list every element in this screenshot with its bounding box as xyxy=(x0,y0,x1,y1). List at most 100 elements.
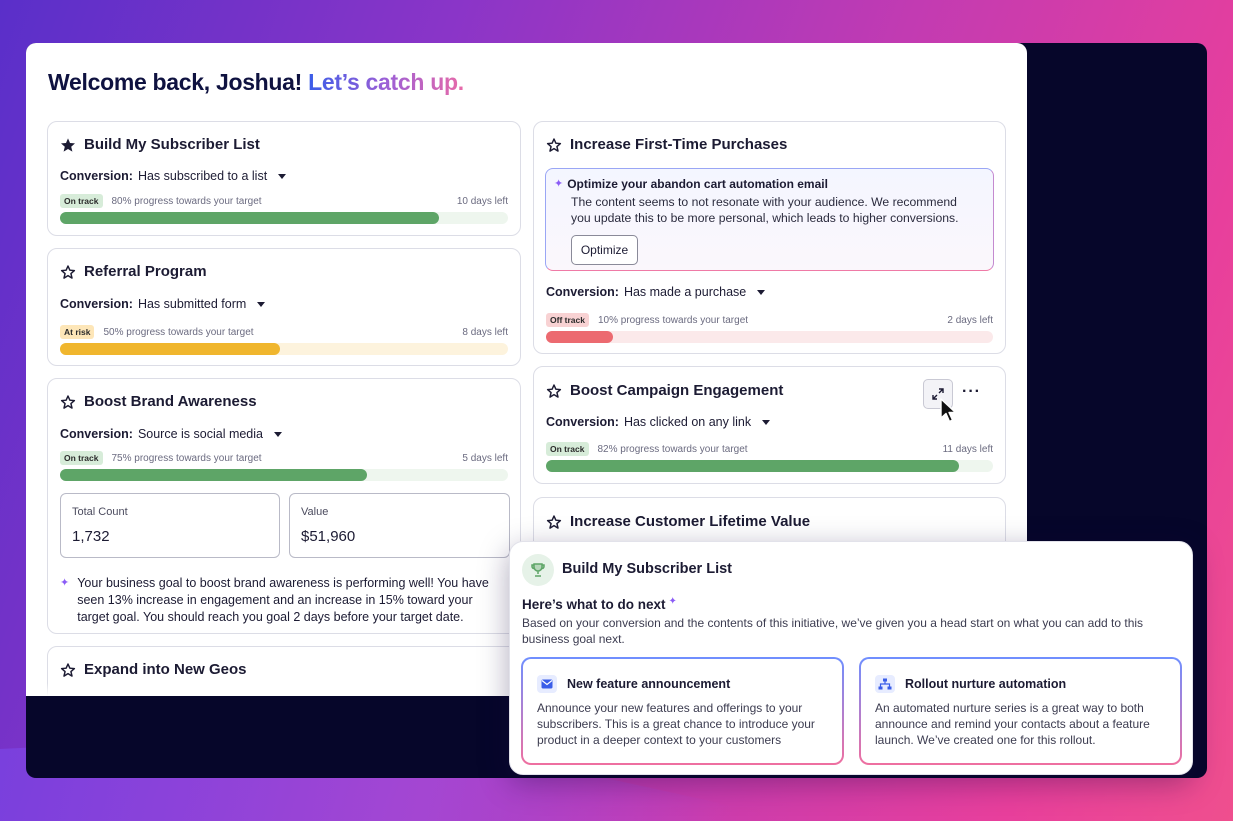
card-title-text: Expand into New Geos xyxy=(84,661,247,678)
suggestion-card-body: New feature announcement Announce your n… xyxy=(523,659,842,763)
star-outline-icon[interactable] xyxy=(60,394,76,410)
progress-info: On track 75% progress towards your targe… xyxy=(60,451,508,465)
card-title: Boost Brand Awareness xyxy=(60,393,257,410)
sparkle-icon: ✦ xyxy=(554,178,564,190)
status-badge: Off track xyxy=(546,313,589,327)
card-title-text: Boost Brand Awareness xyxy=(84,393,257,410)
goal-card-referral[interactable]: Referral Program Conversion: Has submitt… xyxy=(47,248,521,366)
star-outline-icon[interactable] xyxy=(546,514,562,530)
star-outline-icon[interactable] xyxy=(60,662,76,678)
chevron-down-icon xyxy=(762,419,771,425)
next-steps-heading: Here’s what to do next ✦ xyxy=(522,596,677,613)
progress-bar xyxy=(60,212,508,224)
card-title: Increase Customer Lifetime Value xyxy=(546,513,810,530)
goal-card-subscriber[interactable]: Build My Subscriber List Conversion: Has… xyxy=(47,121,521,236)
progress-info: Off track 10% progress towards your targ… xyxy=(546,313,993,327)
page-title: Welcome back, Joshua! Let’s catch up. xyxy=(48,69,464,96)
total-count-value: 1,732 xyxy=(72,528,110,545)
total-count-box: Total Count 1,732 xyxy=(60,493,280,558)
chevron-down-icon xyxy=(257,301,266,307)
more-options-button[interactable]: ··· xyxy=(962,383,981,400)
suggestion-header: Rollout nurture automation xyxy=(875,675,1066,693)
card-title-text: Increase First-Time Purchases xyxy=(570,136,788,153)
progress-bar xyxy=(60,343,508,355)
progress-bar xyxy=(60,469,508,481)
conversion-value: Has submitted form xyxy=(137,297,247,311)
progress-text: 75% progress towards your target xyxy=(111,452,262,464)
status-badge: On track xyxy=(60,194,103,208)
suggestion-card-body: Rollout nurture automation An automated … xyxy=(861,659,1180,763)
ai-insight: ✦ Your business goal to boost brand awar… xyxy=(60,575,504,626)
recommendation-title: ✦ Optimize your abandon cart automation … xyxy=(554,177,828,191)
status-badge: On track xyxy=(60,451,103,465)
total-count-label: Total Count xyxy=(72,506,128,518)
expand-icon xyxy=(932,388,944,400)
goal-card-campaign[interactable]: Boost Campaign Engagement ··· Conversion… xyxy=(533,366,1006,484)
chevron-down-icon xyxy=(274,431,282,437)
suggestion-card[interactable]: Rollout nurture automation An automated … xyxy=(859,657,1182,765)
card-title: Expand into New Geos xyxy=(60,661,247,678)
greeting-text: Welcome back, Joshua! xyxy=(48,69,303,95)
chevron-down-icon xyxy=(278,173,287,179)
conversion-value: Has subscribed to a list xyxy=(137,169,268,183)
ai-insight-text: Your business goal to boost brand awaren… xyxy=(77,576,489,624)
conversion-selector[interactable]: Conversion: Has subscribed to a list xyxy=(60,169,287,183)
popup-title: Build My Subscriber List xyxy=(562,561,732,577)
card-title: Referral Program xyxy=(60,263,207,280)
conversion-label: Conversion: xyxy=(60,427,133,441)
star-filled-icon[interactable] xyxy=(60,137,76,153)
expand-button[interactable] xyxy=(923,379,953,409)
recommendation-text: The content seems to not resonate with y… xyxy=(571,195,959,225)
progress-text: 50% progress towards your target xyxy=(103,326,254,338)
days-left: 10 days left xyxy=(456,195,508,207)
card-title-text: Build My Subscriber List xyxy=(84,136,260,153)
mouse-cursor-icon xyxy=(940,398,957,423)
conversion-label: Conversion: xyxy=(60,297,133,311)
days-left: 2 days left xyxy=(947,314,993,326)
chevron-down-icon xyxy=(757,289,766,295)
star-outline-icon[interactable] xyxy=(546,383,562,399)
progress-fill xyxy=(546,331,614,343)
suggestion-card[interactable]: New feature announcement Announce your n… xyxy=(521,657,844,765)
progress-text: 82% progress towards your target xyxy=(597,443,748,455)
goal-card-purchases[interactable]: Increase First-Time Purchases ✦ Optimize… xyxy=(533,121,1006,354)
next-steps-description: Based on your conversion and the content… xyxy=(522,616,1144,646)
tagline-text: Let’s catch up. xyxy=(308,69,464,95)
conversion-selector[interactable]: Conversion: Has submitted form xyxy=(60,297,266,311)
next-steps-popup: Build My Subscriber List Here’s what to … xyxy=(509,541,1193,775)
goal-card-brand-awareness[interactable]: Boost Brand Awareness Conversion: Source… xyxy=(47,378,521,634)
card-title: Boost Campaign Engagement xyxy=(546,382,783,399)
sparkle-icon: ✦ xyxy=(668,596,677,607)
star-outline-icon[interactable] xyxy=(546,137,562,153)
days-left: 8 days left xyxy=(462,326,508,338)
status-badge: At risk xyxy=(60,325,95,339)
progress-fill xyxy=(546,460,960,472)
progress-info: At risk 50% progress towards your target… xyxy=(60,325,508,339)
progress-text: 80% progress towards your target xyxy=(111,195,262,207)
progress-info: On track 80% progress towards your targe… xyxy=(60,194,508,208)
days-left: 11 days left xyxy=(942,443,993,455)
suggestion-header: New feature announcement xyxy=(537,675,730,693)
value-amount: $51,960 xyxy=(301,528,356,545)
conversion-selector[interactable]: Conversion: Source is social media xyxy=(60,427,282,441)
conversion-label: Conversion: xyxy=(546,285,619,299)
conversion-value: Source is social media xyxy=(137,427,263,441)
card-title-text: Increase Customer Lifetime Value xyxy=(570,513,811,530)
card-title: Build My Subscriber List xyxy=(60,136,260,153)
card-title-text: Boost Campaign Engagement xyxy=(570,382,784,399)
value-box: Value $51,960 xyxy=(289,493,510,558)
progress-fill xyxy=(60,343,280,355)
value-label: Value xyxy=(301,506,329,518)
recommendation-title-text: Optimize your abandon cart automation em… xyxy=(567,177,828,191)
star-outline-icon[interactable] xyxy=(60,264,76,280)
conversion-selector[interactable]: Conversion: Has made a purchase xyxy=(546,285,766,299)
suggestion-title: Rollout nurture automation xyxy=(905,677,1067,691)
conversion-value: Has made a purchase xyxy=(623,285,747,299)
conversion-value: Has clicked on any link xyxy=(623,415,752,429)
progress-fill xyxy=(60,212,439,224)
optimize-button[interactable]: Optimize xyxy=(571,235,638,265)
card-title: Increase First-Time Purchases xyxy=(546,136,787,153)
progress-text: 10% progress towards your target xyxy=(597,314,749,326)
conversion-selector[interactable]: Conversion: Has clicked on any link xyxy=(546,415,771,429)
progress-info: On track 82% progress towards your targe… xyxy=(546,442,993,456)
